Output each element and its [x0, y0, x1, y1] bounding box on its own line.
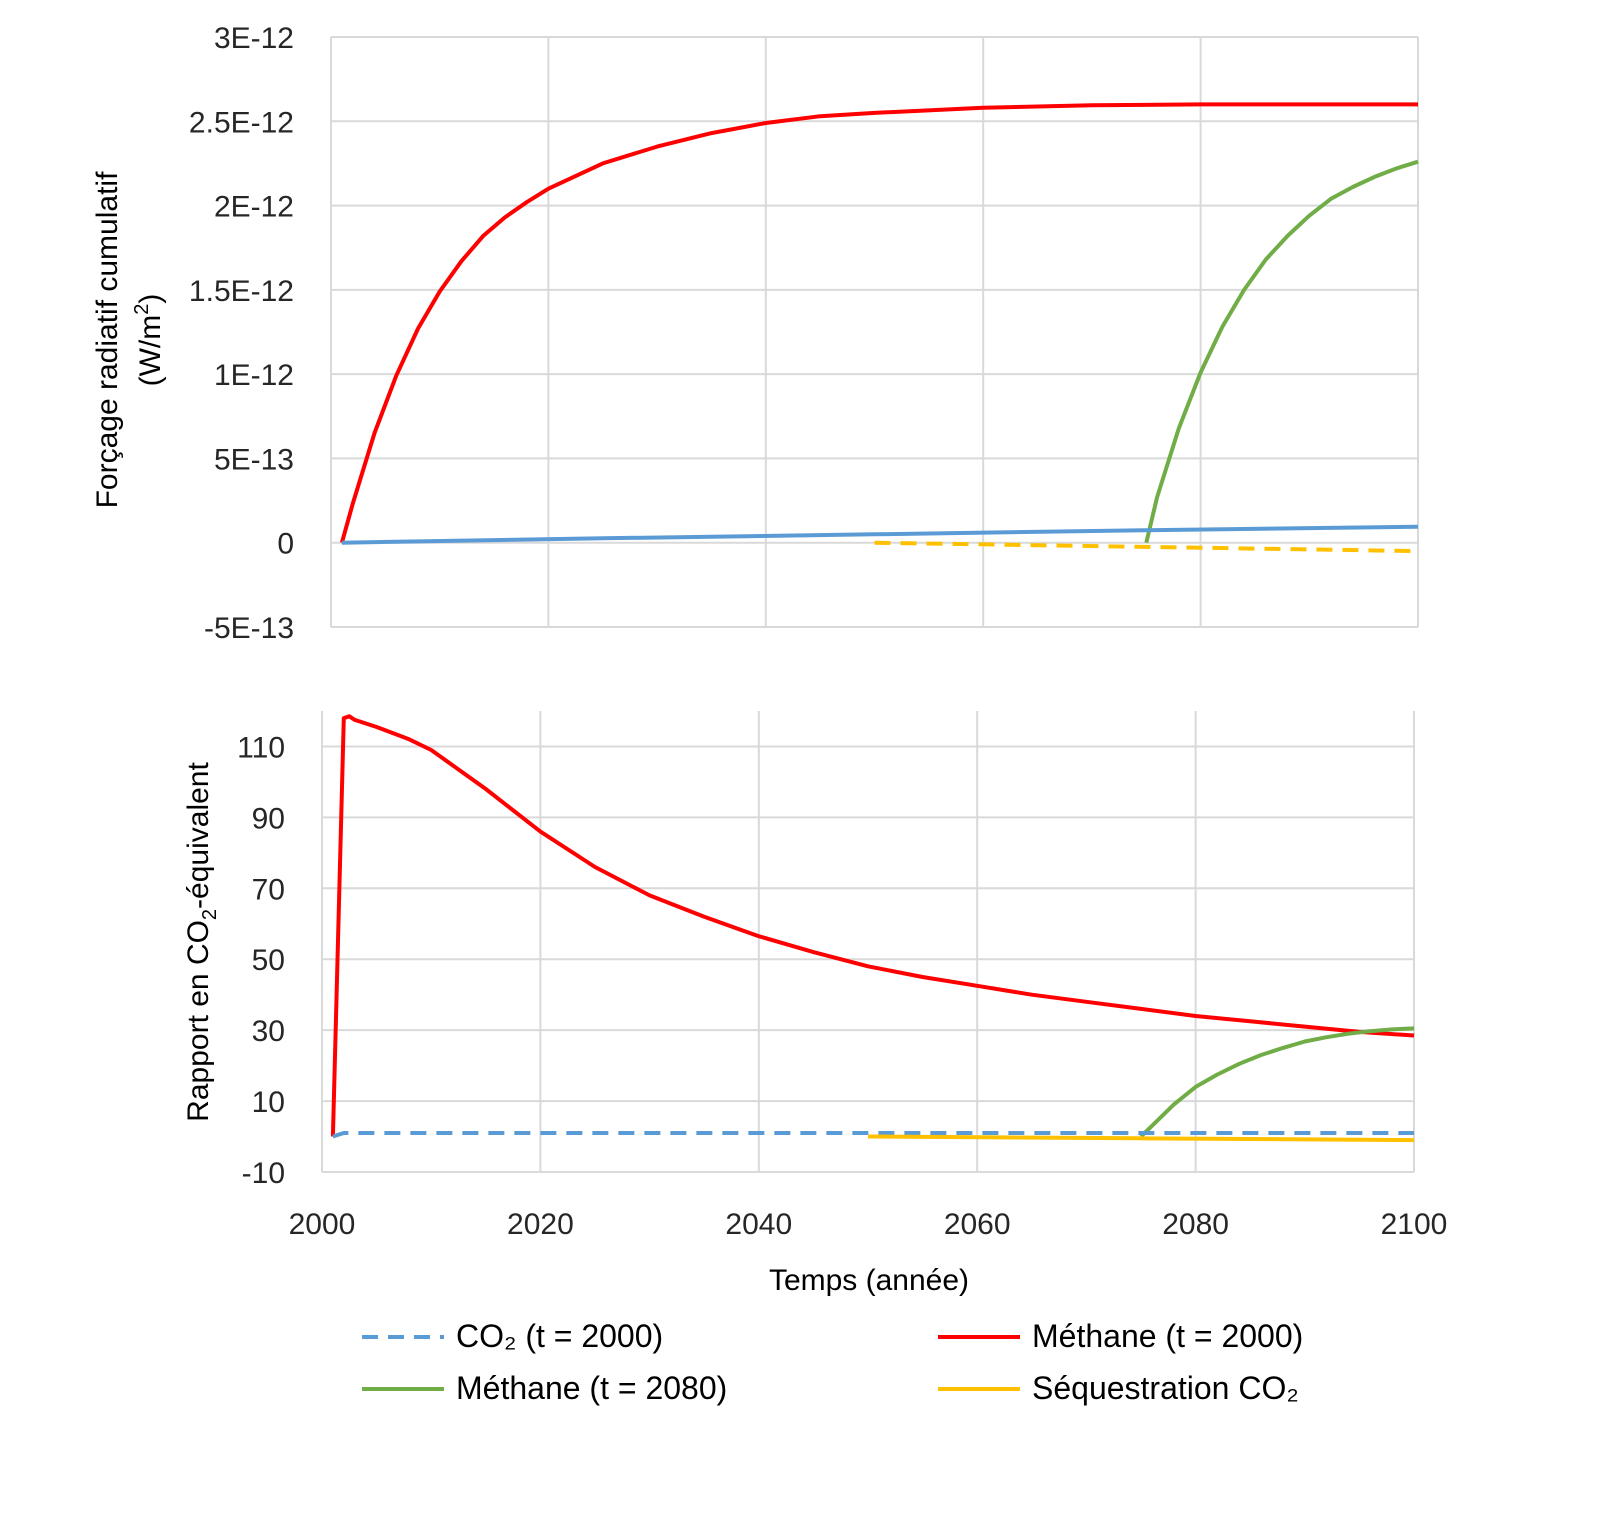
legend-label-ch4_2080: Méthane (t = 2080): [456, 1370, 728, 1406]
top-y-tick-label: 2.5E-12: [189, 106, 294, 139]
legend-swatch-ch4_2080: [362, 1386, 444, 1391]
legend-label-ch4_2000: Méthane (t = 2000): [1032, 1318, 1304, 1354]
bottom-y-axis-title: Rapport en CO2-équivalent: [182, 762, 221, 1122]
legend-label-seq: Séquestration CO₂: [1032, 1370, 1299, 1406]
top-y-tick-label: 3E-12: [214, 22, 294, 55]
legend-item-ch4_2000: Méthane (t = 2000): [936, 1318, 1303, 1355]
bot-y-tick-label: 10: [252, 1086, 285, 1119]
x-tick-label: 2040: [725, 1208, 792, 1241]
bottom-y-tick-labels: -10 10 30 50 70 90 110: [237, 731, 285, 1190]
bot-y-tick-label: 90: [252, 802, 285, 835]
top-series-ch4_2080: [1144, 159, 1419, 544]
top-series-ch4_2000: [339, 102, 1418, 544]
top-y-tick-label: 0: [277, 528, 294, 561]
top-y-axis-title-line1: Forçage radiatif cumulatif: [91, 171, 124, 508]
legend-label-co2_2000: CO₂ (t = 2000): [456, 1318, 664, 1354]
top-series-co2_2000: [341, 524, 1419, 545]
top-y-tick-label: 1E-12: [214, 359, 294, 392]
x-tick-label: 2000: [289, 1208, 356, 1241]
x-tick-label: 2060: [944, 1208, 1011, 1241]
x-tick-label: 2020: [507, 1208, 574, 1241]
top-series-seq: [874, 540, 1419, 554]
x-tick-label: 2100: [1381, 1208, 1448, 1241]
bottom-chart: -10 10 30 50 70 90 110 2000 2020 2040 2060 2080 210…: [182, 711, 1447, 1297]
bot-series-ch4_2080: [1139, 1026, 1415, 1138]
bot-y-tick-label: -10: [242, 1157, 285, 1190]
legend-item-seq: Séquestration CO₂: [936, 1370, 1299, 1407]
bot-series-co2_2000: [332, 1131, 1414, 1139]
x-axis-title: Temps (année): [769, 1264, 969, 1297]
legend-swatch-ch4_2000: [938, 1334, 1020, 1339]
top-y-tick-labels: -5E-13 0 5E-13 1E-12 1.5E-12 2E-12 2.5E-12 3E-1…: [189, 22, 294, 645]
bot-y-tick-label: 30: [252, 1015, 285, 1048]
top-y-tick-label: -5E-13: [204, 612, 294, 645]
bottom-series-lines: [330, 714, 1415, 1143]
legend-item-ch4_2080: Méthane (t = 2080): [360, 1370, 727, 1407]
bottom-gridlines: [321, 711, 1415, 1173]
legend-item-co2_2000: CO₂ (t = 2000): [360, 1318, 663, 1355]
top-y-axis-title-line2: (W/m2): [131, 294, 167, 387]
bot-y-tick-label: 70: [252, 873, 285, 906]
bot-series-seq: [867, 1134, 1415, 1143]
legend-swatch-co2_2000: [362, 1334, 444, 1339]
top-y-tick-label: 1.5E-12: [189, 275, 294, 308]
top-y-tick-label: 5E-13: [214, 443, 294, 476]
legend-swatch-seq: [938, 1386, 1020, 1391]
x-tick-label: 2080: [1162, 1208, 1229, 1241]
bot-y-tick-label: 50: [252, 944, 285, 977]
bottom-x-tick-labels: 2000 2020 2040 2060 2080 2100: [289, 1208, 1448, 1241]
top-y-tick-label: 2E-12: [214, 191, 294, 224]
top-chart: -5E-13 0 5E-13 1E-12 1.5E-12 2E-12 2.5E-12 3E-1…: [91, 22, 1419, 645]
top-series-lines: [339, 102, 1419, 554]
bot-series-ch4_2000: [330, 714, 1415, 1137]
bot-y-tick-label: 110: [237, 731, 285, 764]
